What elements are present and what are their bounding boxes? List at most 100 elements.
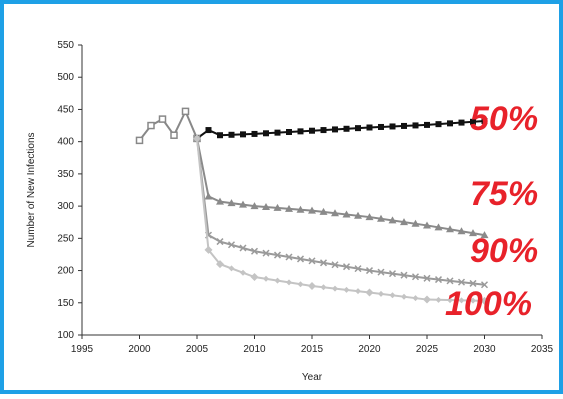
data-point-interp [296, 205, 305, 213]
series-label: 75% [470, 175, 538, 213]
data-point-interp [297, 281, 304, 288]
data-point-interp [274, 277, 281, 284]
data-point-interp [400, 271, 408, 279]
data-point-interp [285, 204, 293, 212]
data-point [366, 124, 373, 131]
data-point [365, 288, 374, 297]
data-point-interp [286, 129, 292, 135]
data-point-interp [355, 288, 361, 295]
data-point-interp [435, 296, 442, 303]
data-point-interp [331, 261, 339, 269]
data-point-interp [458, 297, 465, 304]
x-axis-title: Year [302, 372, 323, 383]
data-point-interp [228, 265, 235, 272]
data-point [204, 192, 213, 200]
data-point [250, 202, 259, 210]
data-point-interp [274, 129, 281, 136]
x-tick-label: 2005 [186, 344, 209, 355]
data-point [308, 206, 316, 214]
x-tick-label: 1995 [71, 344, 94, 355]
data-point-interp [286, 279, 292, 286]
data-point-interp [389, 292, 396, 299]
data-point-interp [273, 203, 282, 211]
x-tick-label: 2025 [416, 344, 439, 355]
series-label: 90% [470, 232, 538, 270]
data-point [170, 131, 178, 139]
data-point-interp [412, 295, 419, 302]
data-point [480, 296, 489, 305]
data-point-interp [240, 131, 246, 138]
x-tick-label: 2035 [531, 344, 554, 355]
data-point-interp [227, 199, 236, 207]
data-point-interp [470, 118, 476, 125]
data-point-interp [342, 263, 351, 271]
data-point-interp [469, 279, 477, 287]
data-point-interp [227, 241, 236, 249]
y-tick-label: 350 [57, 169, 74, 180]
series-label: 50% [470, 100, 538, 138]
data-point-interp [434, 223, 443, 231]
data-point [181, 107, 190, 116]
data-point-interp [447, 120, 453, 127]
y-tick-label: 500 [57, 72, 74, 83]
series-label: 100% [445, 285, 532, 323]
data-point [250, 273, 259, 281]
data-point-interp [297, 128, 304, 135]
y-tick-label: 450 [57, 104, 74, 115]
data-point-interp [263, 130, 269, 137]
data-point-interp [296, 255, 305, 263]
series-2 [193, 134, 489, 239]
data-point-interp [262, 203, 270, 211]
data-point [135, 136, 144, 145]
data-point [158, 115, 167, 123]
data-point-interp [458, 119, 465, 126]
data-point-interp [319, 259, 328, 267]
data-point [205, 127, 212, 134]
data-point [424, 121, 430, 128]
x-tick-label: 2030 [473, 344, 496, 355]
data-point [251, 130, 258, 137]
data-point [308, 282, 316, 291]
data-point-interp [239, 244, 247, 252]
data-point [481, 118, 488, 125]
data-point-interp [388, 270, 397, 278]
data-point-interp [354, 211, 362, 219]
data-point-interp [434, 276, 443, 284]
series-4 [193, 134, 489, 305]
data-point [193, 134, 201, 143]
x-tick-label: 2020 [358, 344, 381, 355]
data-point-interp [320, 127, 327, 134]
y-tick-label: 550 [57, 40, 74, 51]
y-tick-label: 300 [57, 201, 74, 212]
data-point [147, 121, 155, 130]
y-tick-label: 250 [57, 233, 74, 244]
data-point-interp [411, 273, 420, 281]
data-point-interp [401, 122, 407, 129]
x-tick-label: 2000 [128, 344, 151, 355]
data-point-interp [320, 284, 327, 291]
data-point-interp [435, 121, 442, 128]
data-point [216, 238, 224, 246]
y-axis-title: Number of New Infections [26, 132, 37, 247]
data-point-interp [378, 123, 384, 130]
data-point-interp [469, 229, 477, 237]
data-point-interp [332, 285, 338, 292]
data-point-interp [388, 216, 397, 224]
data-point-interp [446, 225, 454, 233]
data-point-interp [470, 297, 476, 304]
series-1 [194, 118, 488, 142]
data-point-interp [240, 269, 246, 276]
data-point [423, 274, 431, 282]
data-point-interp [447, 297, 453, 304]
data-point-interp [343, 286, 350, 293]
y-tick-label: 150 [57, 298, 74, 309]
x-tick-label: 2015 [301, 344, 324, 355]
data-point [250, 247, 259, 255]
data-point-interp [411, 219, 420, 227]
data-point-interp [412, 122, 419, 129]
data-point-interp [354, 265, 362, 273]
data-point-interp [342, 210, 351, 218]
